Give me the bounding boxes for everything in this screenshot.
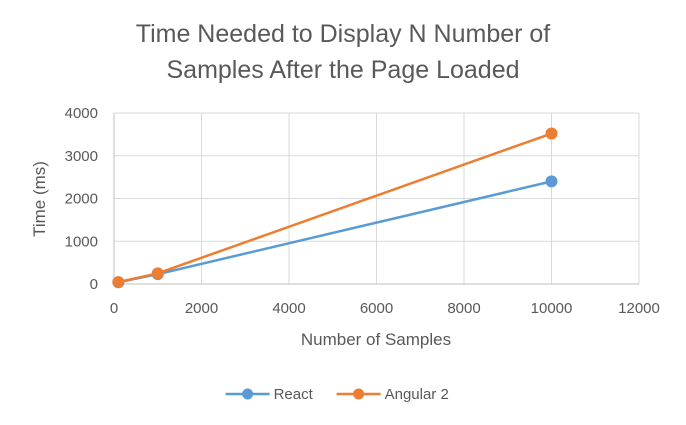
x-tick-label: 12000 [618,300,660,317]
y-tick-label: 0 [90,276,98,293]
legend-marker-angular-2 [353,388,365,400]
y-axis-label: Time (ms) [30,161,49,237]
x-tick-label: 8000 [447,300,480,317]
y-tick-label: 1000 [65,233,98,250]
x-tick-label: 4000 [272,300,305,317]
y-tick-label: 2000 [65,191,98,208]
x-tick-label: 2000 [185,300,218,317]
y-tick-label: 4000 [65,105,98,122]
chart-title-line-2: Samples After the Page Loaded [166,56,520,84]
x-axis-label: Number of Samples [301,330,451,349]
legend-label-angular-2: Angular 2 [385,386,449,403]
data-point-react [545,175,558,188]
x-tick-label: 0 [110,300,118,317]
y-tick-label: 3000 [65,148,98,165]
data-point-angular-2 [151,267,164,280]
data-point-angular-2 [112,276,125,289]
data-point-angular-2 [545,127,558,140]
x-tick-label: 6000 [360,300,393,317]
legend-label-react: React [274,386,314,403]
series-line-react [118,180,552,284]
legend: React Angular 2 [225,386,449,403]
chart-title-line-1: Time Needed to Display N Number of [135,20,551,48]
legend-marker-react [242,388,254,400]
x-tick-label: 10000 [531,300,573,317]
